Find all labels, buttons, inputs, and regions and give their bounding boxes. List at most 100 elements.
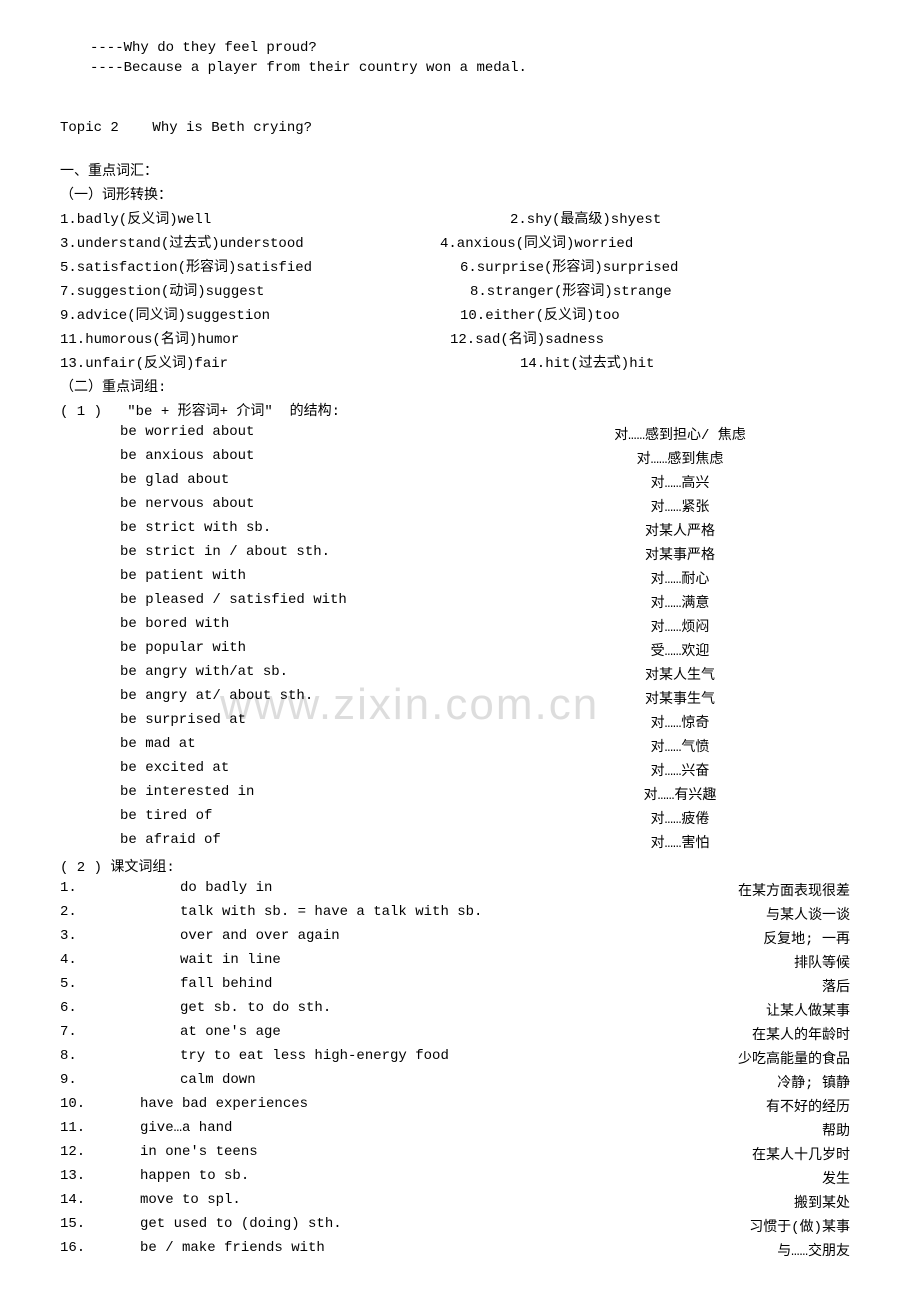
phrase-en: get used to (doing) sth.: [140, 1216, 520, 1236]
subtitle-2: （二）重点词组:: [60, 376, 860, 396]
be-phrase-row: be glad about对……高兴: [60, 472, 860, 492]
phrase-cn: 冷静; 镇静: [520, 1072, 860, 1092]
text-phrase-row: 3.over and over again反复地; 一再: [60, 928, 860, 948]
text-phrase-row: 15.get used to (doing) sth.习惯于(做)某事: [60, 1216, 860, 1236]
phrase-num: 4.: [60, 952, 140, 972]
be-en: be worried about: [120, 424, 500, 444]
be-phrase-row: be mad at对……气愤: [60, 736, 860, 756]
phrase-num: 15.: [60, 1216, 140, 1236]
phrase-cn: 帮助: [520, 1120, 860, 1140]
be-phrase-row: be surprised at对……惊奇: [60, 712, 860, 732]
be-phrase-row: be nervous about对……紧张: [60, 496, 860, 516]
be-cn: 对……耐心: [500, 568, 860, 588]
be-phrase-row: be patient with对……耐心: [60, 568, 860, 588]
word-row: 9.advice(同义词)suggestion 10.either(反义词)to…: [60, 304, 860, 324]
be-phrase-row: be excited at对……兴奋: [60, 760, 860, 780]
phrase-en: in one's teens: [140, 1144, 520, 1164]
phrase-cn: 有不好的经历: [520, 1096, 860, 1116]
be-phrase-row: be strict with sb.对某人严格: [60, 520, 860, 540]
phrase-num: 11.: [60, 1120, 140, 1140]
word-left: 13.unfair(反义词)fair: [60, 352, 440, 372]
phrase-num: 10.: [60, 1096, 140, 1116]
word-row: 3.understand(过去式)understood 4.anxious(同义…: [60, 232, 860, 252]
be-cn: 对某事生气: [500, 688, 860, 708]
phrase-num: 13.: [60, 1168, 140, 1188]
word-left: 11.humorous(名词)humor: [60, 328, 440, 348]
be-phrase-row: be tired of对……疲倦: [60, 808, 860, 828]
be-en: be surprised at: [120, 712, 500, 732]
phrase-cn: 排队等候: [520, 952, 860, 972]
document-content: ----Why do they feel proud? ----Because …: [60, 40, 860, 1260]
be-cn: 对……紧张: [500, 496, 860, 516]
be-en: be angry with/at sb.: [120, 664, 500, 684]
phrase-en: over and over again: [140, 928, 520, 948]
phrase-num: 8.: [60, 1048, 140, 1068]
be-en: be glad about: [120, 472, 500, 492]
word-row: 11.humorous(名词)humor 12.sad(名词)sadness: [60, 328, 860, 348]
phrase-en: have bad experiences: [140, 1096, 520, 1116]
be-phrase-row: be pleased / satisfied with对……满意: [60, 592, 860, 612]
phrase-en: at one's age: [140, 1024, 520, 1044]
word-row: 13.unfair(反义词)fair 14.hit(过去式)hit: [60, 352, 860, 372]
be-cn: 对……惊奇: [500, 712, 860, 732]
be-phrase-row: be popular with受……欢迎: [60, 640, 860, 660]
topic-title: Topic 2 Why is Beth crying?: [60, 120, 860, 136]
text-phrase-row: 4.wait in line排队等候: [60, 952, 860, 972]
word-right: 12.sad(名词)sadness: [440, 328, 860, 348]
phrase-num: 2.: [60, 904, 140, 924]
text-phrase-row: 11.give…a hand帮助: [60, 1120, 860, 1140]
be-en: be mad at: [120, 736, 500, 756]
be-en: be strict with sb.: [120, 520, 500, 540]
be-en: be patient with: [120, 568, 500, 588]
text-phrase-row: 9.calm down冷静; 镇静: [60, 1072, 860, 1092]
be-en: be popular with: [120, 640, 500, 660]
be-phrase-row: be worried about对……感到担心/ 焦虑: [60, 424, 860, 444]
phrase-cn: 习惯于(做)某事: [520, 1216, 860, 1236]
phrase-cn: 与某人谈一谈: [520, 904, 860, 924]
be-en: be bored with: [120, 616, 500, 636]
be-cn: 对……感到焦虑: [500, 448, 860, 468]
phrase-en: get sb. to do sth.: [140, 1000, 520, 1020]
text-phrase-row: 1.do badly in在某方面表现很差: [60, 880, 860, 900]
be-phrase-row: be strict in / about sth.对某事严格: [60, 544, 860, 564]
phrase-num: 1.: [60, 880, 140, 900]
phrase-cn: 搬到某处: [520, 1192, 860, 1212]
be-phrase-row: be interested in对……有兴趣: [60, 784, 860, 804]
phrase-num: 6.: [60, 1000, 140, 1020]
be-cn: 对……疲倦: [500, 808, 860, 828]
be-en: be nervous about: [120, 496, 500, 516]
be-phrase-row: be angry with/at sb.对某人生气: [60, 664, 860, 684]
word-right: 14.hit(过去式)hit: [440, 352, 860, 372]
phrase-num: 5.: [60, 976, 140, 996]
phrase-en: happen to sb.: [140, 1168, 520, 1188]
text-phrase-row: 5.fall behind落后: [60, 976, 860, 996]
be-cn: 对某人严格: [500, 520, 860, 540]
be-en: be tired of: [120, 808, 500, 828]
phrase-num: 12.: [60, 1144, 140, 1164]
word-row: 7.suggestion(动词)suggest 8.stranger(形容词)s…: [60, 280, 860, 300]
word-row: 1.badly(反义词)well 2.shy(最高级)shyest: [60, 208, 860, 228]
phrase-cn: 落后: [520, 976, 860, 996]
phrase-cn: 在某方面表现很差: [520, 880, 860, 900]
word-right: 6.surprise(形容词)surprised: [440, 256, 860, 276]
be-cn: 对……高兴: [500, 472, 860, 492]
word-left: 1.badly(反义词)well: [60, 208, 440, 228]
phrase-en: talk with sb. = have a talk with sb.: [140, 904, 520, 924]
word-left: 5.satisfaction(形容词)satisfied: [60, 256, 440, 276]
be-en: be pleased / satisfied with: [120, 592, 500, 612]
phrase-cn: 与……交朋友: [520, 1240, 860, 1260]
phrase-en: fall behind: [140, 976, 520, 996]
be-en: be angry at/ about sth.: [120, 688, 500, 708]
intro-line-2: ----Because a player from their country …: [60, 60, 860, 76]
text-phrase-row: 13.happen to sb.发生: [60, 1168, 860, 1188]
be-en: be anxious about: [120, 448, 500, 468]
phrase-cn: 少吃高能量的食品: [520, 1048, 860, 1068]
phrase-num: 3.: [60, 928, 140, 948]
text-phrase-row: 8.try to eat less high-energy food少吃高能量的…: [60, 1048, 860, 1068]
group2-title: ( 2 ) 课文词组:: [60, 856, 860, 876]
be-en: be strict in / about sth.: [120, 544, 500, 564]
group1-title: ( 1 ) "be + 形容词+ 介词" 的结构:: [60, 400, 860, 420]
phrase-cn: 在某人的年龄时: [520, 1024, 860, 1044]
text-phrase-row: 7.at one's age在某人的年龄时: [60, 1024, 860, 1044]
text-phrase-row: 2.talk with sb. = have a talk with sb.与某…: [60, 904, 860, 924]
